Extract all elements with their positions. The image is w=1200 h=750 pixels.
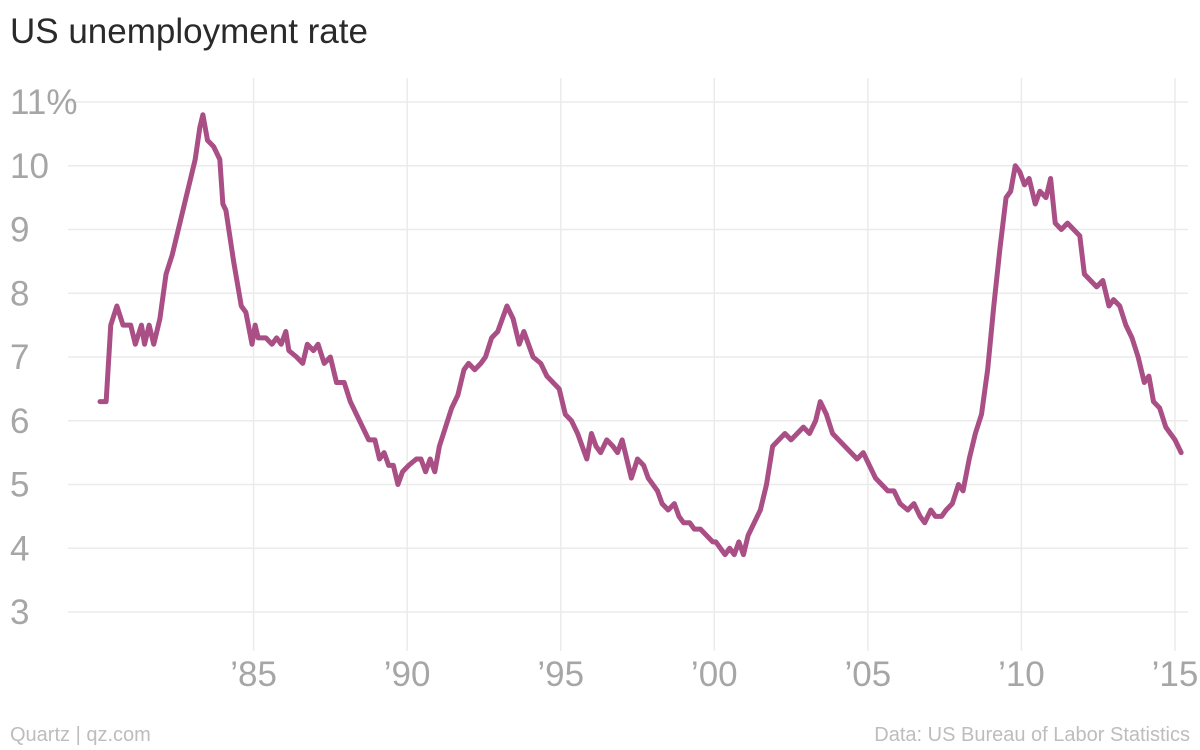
source-right: Data: US Bureau of Labor Statistics — [874, 724, 1190, 746]
x-tick-label: ’85 — [230, 655, 277, 694]
y-tick-label: 10 — [10, 147, 49, 186]
y-tick-label: 6 — [10, 402, 29, 441]
x-tick-label: ’95 — [537, 655, 584, 694]
y-tick-label: 4 — [10, 529, 29, 568]
x-tick-label: ’15 — [1152, 655, 1199, 694]
y-tick-label: 5 — [10, 466, 29, 505]
axis-labels: 3 4 5 6 7 8 9 10 11% ’85 ’90 ’95 ’00 ’05 ’10 ’15 — [10, 83, 1198, 694]
y-tick-label: 8 — [10, 274, 29, 313]
chart-title: US unemployment rate — [10, 12, 368, 51]
y-tick-label: 9 — [10, 211, 29, 250]
x-tick-label: ’90 — [384, 655, 431, 694]
y-tick-label: 11% — [10, 83, 77, 122]
x-tick-label: ’00 — [691, 655, 738, 694]
y-tick-label: 3 — [10, 593, 29, 632]
unemployment-rate-line — [97, 112, 1184, 558]
y-tick-label: 7 — [10, 338, 29, 377]
series-layer — [97, 112, 1184, 558]
gridlines — [68, 78, 1188, 651]
x-tick-label: ’10 — [998, 655, 1045, 694]
x-tick-label: ’05 — [844, 655, 891, 694]
source-left: Quartz | qz.com — [10, 724, 151, 746]
